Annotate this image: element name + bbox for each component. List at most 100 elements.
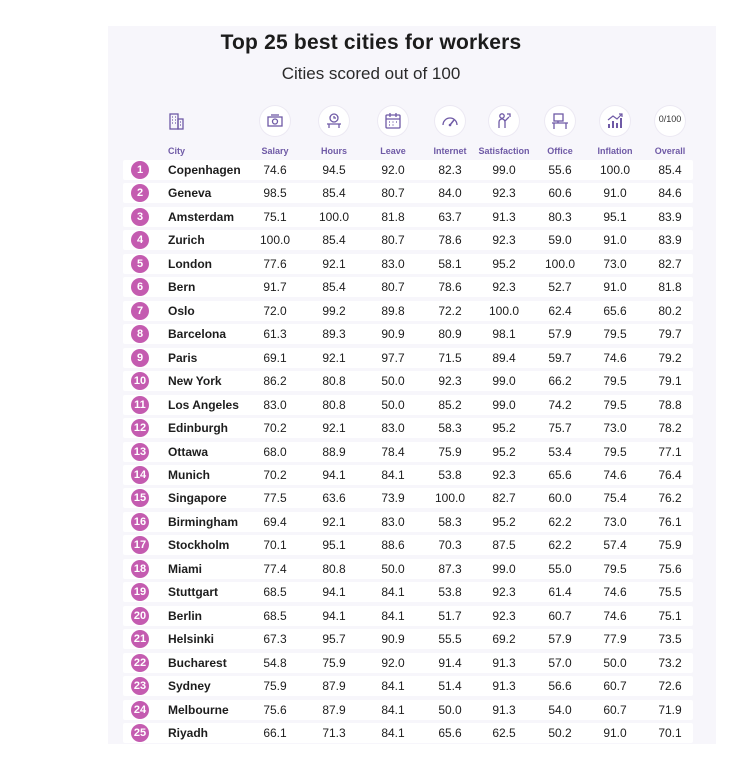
table-row [123,464,693,485]
cell-leave: 90.9 [381,632,405,647]
cell-inflation: 73.0 [603,514,627,529]
table-row [123,699,693,720]
cell-office: 57.9 [548,632,572,647]
cell-overall: 73.2 [658,655,682,670]
table-row [123,206,693,227]
cell-office: 50.2 [548,726,572,741]
overall-score-icon: 0/100 [655,106,685,136]
rank-badge: 3 [131,207,149,226]
cell-salary: 54.8 [263,655,287,670]
cell-salary: 70.1 [263,538,287,553]
cell-internet: 58.1 [438,256,462,271]
cell-hours: 85.4 [322,186,346,201]
cell-salary: 83.0 [263,397,287,412]
city-name: Bucharest [168,655,227,670]
city-name: Munich [168,467,210,482]
cell-salary: 70.2 [263,467,287,482]
cell-satisfaction: 99.0 [492,374,516,389]
table-row [123,511,693,532]
city-name: Los Angeles [168,397,239,412]
rank-badge: 13 [131,442,149,461]
cell-overall: 80.2 [658,303,682,318]
cell-overall: 81.8 [658,280,682,295]
rank-badge: 1 [131,161,149,179]
cell-satisfaction: 89.4 [492,350,516,365]
cell-inflation: 95.1 [603,209,627,224]
cell-office: 60.7 [548,608,572,623]
table-row [123,558,693,579]
city-name: Melbourne [168,702,229,717]
rank-badge: 11 [131,395,149,414]
cell-internet: 53.8 [438,585,462,600]
rank-badge: 24 [131,700,149,719]
cell-overall: 78.2 [658,421,682,436]
cell-hours: 89.3 [322,327,346,342]
cell-inflation: 79.5 [603,561,627,576]
cell-leave: 73.9 [381,491,405,506]
satisfaction-person-icon [489,106,519,136]
cell-satisfaction: 95.2 [492,514,516,529]
cell-overall: 79.1 [658,374,682,389]
rank-badge: 21 [131,630,149,649]
cell-hours: 88.9 [322,444,346,459]
cell-salary: 86.2 [263,374,287,389]
column-header-overall: Overall [654,146,686,156]
chart-title: Top 25 best cities for workers [220,31,522,54]
table-row [123,652,693,673]
cell-office: 55.6 [548,163,572,177]
cell-internet: 71.5 [438,350,462,365]
table-row [123,441,693,462]
cell-leave: 81.8 [381,209,405,224]
city-name: Stuttgart [168,585,218,600]
cell-inflation: 74.6 [603,350,627,365]
cell-overall: 75.5 [658,585,682,600]
column-header-satisfaction: Satisfaction [478,146,530,156]
cell-overall: 77.1 [658,444,682,459]
cell-internet: 92.3 [438,374,462,389]
cell-overall: 78.8 [658,397,682,412]
cell-overall: 83.9 [658,209,682,224]
table-row [123,394,693,415]
cell-satisfaction: 95.2 [492,256,516,271]
cell-office: 55.0 [548,561,572,576]
city-name: Paris [168,350,198,365]
cell-overall: 70.1 [658,726,682,741]
cell-inflation: 73.0 [603,256,627,271]
rank-badge: 23 [131,677,149,696]
cell-salary: 77.6 [263,256,287,271]
cell-satisfaction: 95.2 [492,444,516,459]
cell-hours: 94.1 [322,608,346,623]
cell-salary: 68.0 [263,444,287,459]
cell-satisfaction: 91.3 [492,702,516,717]
cell-internet: 51.4 [438,679,462,694]
cell-overall: 71.9 [658,702,682,717]
inflation-chart-icon [600,106,630,136]
cell-salary: 69.4 [263,514,287,529]
cell-leave: 80.7 [381,186,405,201]
city-name: Riyadh [168,726,209,741]
cell-hours: 100.0 [318,209,350,224]
table-row [123,488,693,509]
column-header-inflation: Inflation [597,146,633,156]
cell-overall: 75.9 [658,538,682,553]
cell-salary: 98.5 [263,186,287,201]
cell-inflation: 79.5 [603,374,627,389]
cell-internet: 75.9 [438,444,462,459]
cell-office: 56.6 [548,679,572,694]
cell-salary: 69.1 [263,350,287,365]
cell-satisfaction: 91.3 [492,679,516,694]
cell-inflation: 60.7 [603,679,627,694]
cell-inflation: 60.7 [603,702,627,717]
cell-office: 52.7 [548,280,572,295]
cell-inflation: 91.0 [603,233,627,248]
cell-hours: 63.6 [322,491,346,506]
cell-overall: 75.1 [658,608,682,623]
city-name: Amsterdam [168,209,235,224]
cell-overall: 83.9 [658,233,682,248]
cell-internet: 65.6 [438,726,462,741]
cell-internet: 78.6 [438,233,462,248]
cell-office: 59.0 [548,233,572,248]
table-row [123,418,693,439]
cell-inflation: 79.5 [603,444,627,459]
column-header-hours: Hours [320,146,347,156]
